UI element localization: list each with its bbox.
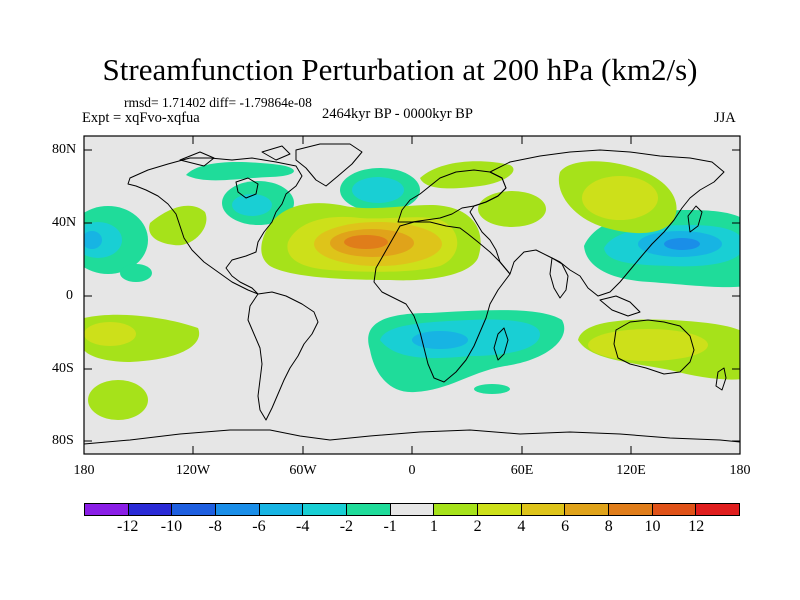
contour-region [478,191,546,227]
colorbar-swatch [478,504,522,515]
lon-label-0: 0 [408,463,416,478]
stats-text: rmsd= 1.71402 diff= -1.79864e-08 [124,95,312,110]
colorbar-swatch [216,504,260,515]
colorbar-label: -4 [295,518,310,535]
contour-region [186,162,294,181]
lat-label-40n: 40N [52,215,77,230]
coastline-africa [373,221,511,383]
colorbar-label: 6 [561,518,570,535]
colorbar-label: -12 [117,518,139,535]
season-label: JJA [714,110,736,126]
colorbar-swatch [172,504,217,515]
colorbar-swatch [347,504,391,515]
colorbar-label: 8 [604,518,613,535]
colorbar-swatch [652,504,697,515]
colorbar-swatch [303,504,348,515]
colorbar-swatch [521,504,566,515]
contour-region [582,176,658,220]
lat-label-0: 0 [66,288,73,303]
colorbar-label: -8 [208,518,222,535]
lon-label-60e: 60E [510,463,534,478]
coastlines [84,143,740,445]
colorbar-swatch [390,504,435,515]
colorbar-label: -6 [252,518,266,535]
lon-label-60w: 60W [289,463,317,478]
colorbar-swatch [696,504,740,515]
colorbar-swatch [434,504,479,515]
colorbar-label: 4 [517,518,526,535]
colorbar-label: -10 [160,518,183,535]
colorbar-swatch [128,504,173,515]
coastline-india [549,257,569,299]
coastline-madagascar [493,327,509,361]
colorbar-label: -2 [339,518,354,535]
colorbar-swatch [85,504,129,515]
contour-region [149,205,207,246]
contour-region [232,194,272,216]
coastline-japan [687,205,703,233]
colorbar-swatch [259,504,304,515]
contour-region [588,329,708,361]
lon-label-120w: 120W [175,463,211,478]
contour-region [420,161,514,189]
contour-region [84,231,102,249]
lat-label-80s: 80S [52,433,74,448]
colorbar-swatch [565,504,610,515]
colorbar-label: 1 [429,518,438,535]
coastline-indonesia [599,295,641,317]
lat-label-80n: 80N [52,142,77,157]
coastline-asia [469,149,725,297]
coastline-greenland [295,143,363,187]
coastline-arctic-island [179,151,215,167]
experiment-label: Expt = xqFvo-xqfua [82,110,200,126]
plot-title: Streamfunction Perturbation at 200 hPa (… [102,52,698,87]
contour-region [84,222,122,258]
contour-region [352,177,404,203]
contour-fills [84,161,740,420]
lon-label-180-left: 180 [73,463,95,478]
colorbar-label: 10 [644,518,661,535]
coastline-hudson-bay [235,177,259,199]
period-label: 2464kyr BP - 0000kyr BP [322,106,473,122]
coastline-arctic-island [261,145,291,161]
contour-region [84,322,136,346]
contour-region [120,264,152,282]
lon-label-120e: 120E [616,463,646,478]
coastline-south-america [247,291,319,421]
axis-ticks [84,136,740,454]
coastline-new-zealand [715,367,727,391]
coastline-antarctica [84,429,740,445]
colorbar [84,503,740,516]
coastline-australia [613,319,695,375]
lon-label-180-right: 180 [729,463,751,478]
colorbar-label: 12 [688,518,705,535]
coastline-north-america [127,157,303,295]
contour-region [664,238,700,250]
colorbar-label: 2 [473,518,482,535]
lat-label-40s: 40S [52,361,74,376]
contour-region [474,384,510,394]
contour-region [344,235,388,249]
contour-region [412,331,468,349]
colorbar-label: -1 [383,518,397,535]
contour-region [88,380,148,420]
colorbar-swatch [609,504,653,515]
